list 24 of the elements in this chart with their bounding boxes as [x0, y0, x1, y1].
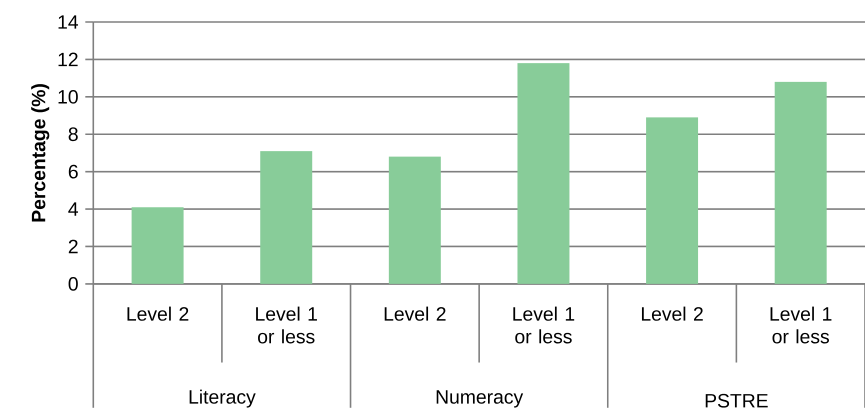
text: Numeracy — [436, 390, 524, 408]
y-tick-label: 12 — [58, 52, 78, 66]
bar — [388, 156, 441, 284]
y-axis-title: Percentage (%) — [31, 84, 50, 222]
bar — [260, 151, 312, 284]
y-tick-label: 2 — [68, 240, 78, 254]
x-tick-label: Level 1 or less — [770, 306, 832, 344]
x-tick-label: Level 2 — [642, 306, 703, 321]
y-tick-label: 14 — [58, 15, 78, 29]
bar — [132, 207, 184, 284]
x-tick-label: Level 1 or less — [513, 306, 574, 344]
y-tick-label: 4 — [68, 202, 78, 216]
x-tick-label: Level 2 — [127, 306, 188, 321]
y-tick-label: 6 — [68, 164, 78, 179]
text: PSTRE — [706, 394, 768, 408]
y-tick-label: 0 — [68, 277, 78, 291]
bar — [774, 82, 827, 284]
text: Literacy — [190, 390, 256, 408]
y-tick-label: 10 — [58, 90, 78, 104]
bar — [646, 117, 698, 284]
x-tick-label: Level 1 or less — [256, 306, 317, 344]
y-tick-label: 8 — [68, 127, 78, 142]
bar — [517, 63, 570, 284]
x-tick-label: Level 2 — [384, 306, 446, 321]
